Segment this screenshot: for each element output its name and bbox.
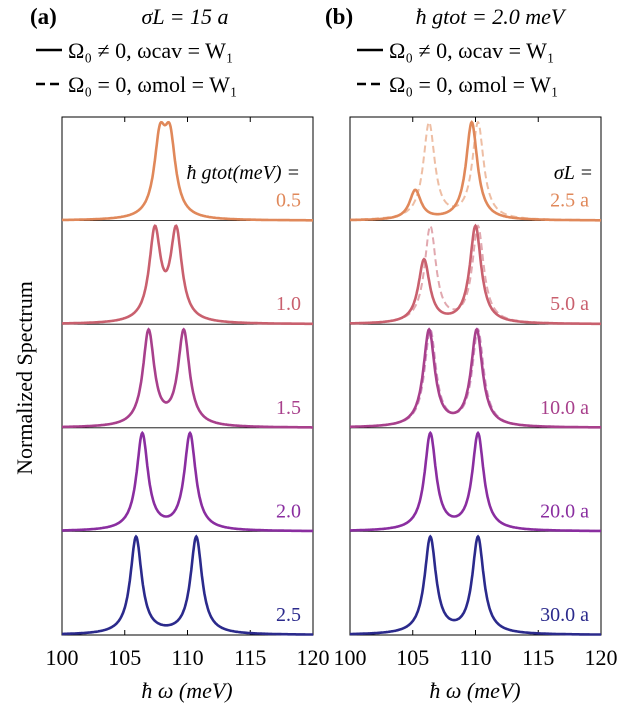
series-label: 1.5 xyxy=(276,397,301,419)
x-tick-label: 120 xyxy=(585,645,618,670)
x-tick-label: 110 xyxy=(171,645,203,670)
legend-a-dashed-label: Ω₀ = 0, ωmol = W₁ xyxy=(68,72,238,97)
series-label: 10.0 a xyxy=(540,397,589,419)
panel-b-plot-area: 100 105 110 115 120 2.5 a 5.0 a 10.0 a 20.0 a 30.… xyxy=(334,117,618,670)
panel-a-x-axis-label: ħ ω (meV) xyxy=(141,678,232,703)
x-tick-label: 105 xyxy=(396,645,429,670)
series-label: 20.0 a xyxy=(540,500,589,522)
series-label: 2.5 a xyxy=(550,190,589,212)
panel-a-series-header: ħ gtot(meV) = xyxy=(187,162,300,184)
x-tick-label: 100 xyxy=(334,645,367,670)
panel-b-header: (b) ħ gtot = 2.0 meV Ω₀ ≠ 0, ωcav = W₁ Ω… xyxy=(325,4,567,97)
x-tick-label: 115 xyxy=(522,645,554,670)
panel-b-x-axis-label: ħ ω (meV) xyxy=(429,678,520,703)
panel-a-title: σL = 15 a xyxy=(141,4,228,29)
legend-b-dashed-label: Ω₀ = 0, ωmol = W₁ xyxy=(389,72,559,97)
x-tick-label: 120 xyxy=(297,645,330,670)
series-label: 30.0 a xyxy=(540,604,589,626)
panel-a-plot-area: 100 105 110 115 120 0.5 1.0 1.5 2.0 2.5 xyxy=(46,117,330,670)
x-tick-label: 115 xyxy=(234,645,266,670)
series-label: 5.0 a xyxy=(550,293,589,315)
legend-a-solid-label: Ω₀ ≠ 0, ωcav = W₁ xyxy=(68,38,234,63)
x-tick-label: 100 xyxy=(46,645,79,670)
series-label: 2.0 xyxy=(276,500,301,522)
x-tick-label: 105 xyxy=(108,645,141,670)
legend-b-solid-label: Ω₀ ≠ 0, ωcav = W₁ xyxy=(389,38,555,63)
panel-a-label: (a) xyxy=(30,4,57,29)
series-label: 1.0 xyxy=(276,293,301,315)
y-axis-label: Normalized Spectrum xyxy=(12,281,37,475)
panel-b-label: (b) xyxy=(325,4,353,29)
panel-b-title: ħ gtot = 2.0 meV xyxy=(416,4,567,29)
series-label: 2.5 xyxy=(276,604,301,626)
panel-b-series-header: σL = xyxy=(554,162,593,184)
panel-a-header: (a) σL = 15 a Ω₀ ≠ 0, ωcav = W₁ Ω₀ = 0, … xyxy=(30,4,238,97)
x-tick-label: 110 xyxy=(459,645,491,670)
series-label: 0.5 xyxy=(276,190,301,212)
